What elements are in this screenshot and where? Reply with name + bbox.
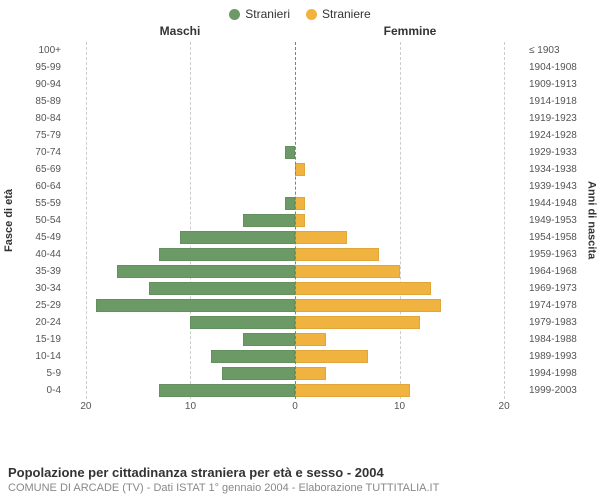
x-tick: 20: [80, 401, 91, 412]
axis-left-label: Fasce di età: [2, 42, 15, 399]
age-label: 100+: [17, 42, 61, 59]
age-label: 30-34: [17, 280, 61, 297]
bar-male: [159, 384, 295, 397]
age-label: 75-79: [17, 127, 61, 144]
legend-female: Straniere: [306, 4, 371, 24]
age-label: 0-4: [17, 382, 61, 399]
age-label: 55-59: [17, 195, 61, 212]
bar-male: [159, 248, 295, 261]
bar-female: [295, 197, 305, 210]
bar-female: [295, 214, 305, 227]
caption: Popolazione per cittadinanza straniera p…: [8, 465, 592, 494]
age-label: 90-94: [17, 76, 61, 93]
year-label: 1974-1978: [529, 297, 593, 314]
year-label: 1919-1923: [529, 110, 593, 127]
age-label: 15-19: [17, 331, 61, 348]
age-label: 20-24: [17, 314, 61, 331]
x-tick: 20: [499, 401, 510, 412]
legend-male: Stranieri: [229, 4, 290, 24]
year-label: 1984-1988: [529, 331, 593, 348]
column-title-male: Maschi: [65, 24, 295, 42]
age-label: 10-14: [17, 348, 61, 365]
bar-female: [295, 163, 305, 176]
year-label: 1934-1938: [529, 161, 593, 178]
x-tick: 0: [292, 401, 298, 412]
bar-male: [243, 333, 295, 346]
age-label: 25-29: [17, 297, 61, 314]
x-axis: 20 10 0 10 20: [65, 401, 525, 421]
year-label: 1954-1958: [529, 229, 593, 246]
age-label: 70-74: [17, 144, 61, 161]
year-label: 1969-1973: [529, 280, 593, 297]
column-title-female: Femmine: [295, 24, 525, 42]
bar-female: [295, 299, 441, 312]
bar-female: [295, 265, 400, 278]
bar-male: [190, 316, 295, 329]
x-tick: 10: [185, 401, 196, 412]
legend: Stranieri Straniere: [0, 0, 600, 24]
age-label: 45-49: [17, 229, 61, 246]
age-label: 60-64: [17, 178, 61, 195]
year-label: 1929-1933: [529, 144, 593, 161]
caption-title: Popolazione per cittadinanza straniera p…: [8, 465, 592, 480]
bar-male: [243, 214, 295, 227]
age-label: 50-54: [17, 212, 61, 229]
bar-female: [295, 384, 410, 397]
bar-female: [295, 282, 431, 295]
x-tick: 10: [394, 401, 405, 412]
axis-left-text: Fasce di età: [3, 189, 15, 252]
year-label: 1914-1918: [529, 93, 593, 110]
bar-male: [180, 231, 295, 244]
bar-male: [149, 282, 295, 295]
year-label: 1904-1908: [529, 59, 593, 76]
year-label: 1959-1963: [529, 246, 593, 263]
bar-male: [285, 146, 295, 159]
legend-female-swatch: [306, 9, 317, 20]
caption-subtitle: COMUNE DI ARCADE (TV) - Dati ISTAT 1° ge…: [8, 482, 592, 494]
year-label: 1999-2003: [529, 382, 593, 399]
column-titles: Maschi Femmine: [65, 24, 525, 42]
age-label: 95-99: [17, 59, 61, 76]
year-label: 1989-1993: [529, 348, 593, 365]
year-label: 1944-1948: [529, 195, 593, 212]
age-label: 5-9: [17, 365, 61, 382]
year-label: ≤ 1903: [529, 42, 593, 59]
bar-female: [295, 333, 326, 346]
bar-male: [222, 367, 295, 380]
year-label: 1979-1983: [529, 314, 593, 331]
bar-female: [295, 231, 347, 244]
age-label: 35-39: [17, 263, 61, 280]
year-label: 1964-1968: [529, 263, 593, 280]
age-label: 85-89: [17, 93, 61, 110]
legend-male-swatch: [229, 9, 240, 20]
year-label: 1924-1928: [529, 127, 593, 144]
bar-male: [96, 299, 295, 312]
bar-female: [295, 316, 420, 329]
age-label: 65-69: [17, 161, 61, 178]
age-label: 40-44: [17, 246, 61, 263]
bar-female: [295, 367, 326, 380]
year-label: 1994-1998: [529, 365, 593, 382]
center-line: [295, 42, 296, 399]
year-label: 1949-1953: [529, 212, 593, 229]
year-label: 1939-1943: [529, 178, 593, 195]
legend-female-label: Straniere: [322, 7, 371, 21]
bar-male: [117, 265, 295, 278]
legend-male-label: Stranieri: [245, 7, 290, 21]
bar-male: [211, 350, 295, 363]
age-label: 80-84: [17, 110, 61, 127]
bar-male: [285, 197, 295, 210]
bar-female: [295, 350, 368, 363]
chart-area: Fasce di età Anni di nascita Maschi Femm…: [0, 24, 600, 444]
bar-female: [295, 248, 379, 261]
year-label: 1909-1913: [529, 76, 593, 93]
